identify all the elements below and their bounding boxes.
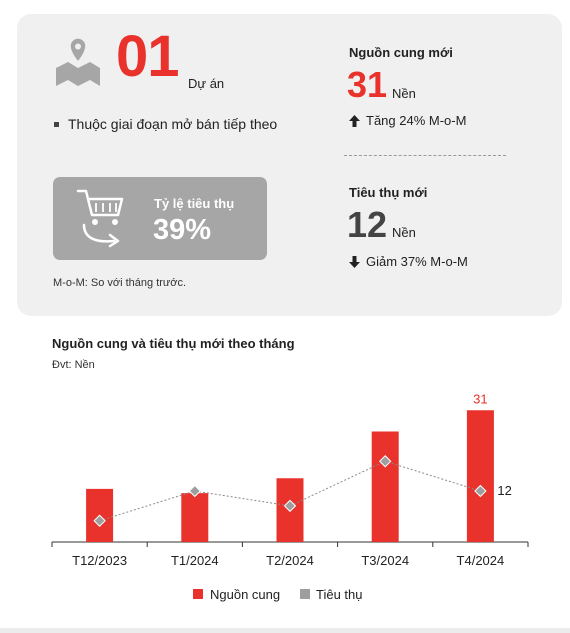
point-tieu-thu [188,484,202,498]
absorption-rate-box [53,177,267,260]
new-absorption-title: Tiêu thụ mới [349,185,428,200]
new-supply-change-text: Tăng 24% M-o-M [366,113,467,128]
arrow-down-icon [349,255,360,268]
shopping-cart-icon [76,189,124,248]
legend-swatch-tieu-thu [300,589,310,599]
legend-label-tieu-thu: Tiêu thụ [316,587,363,602]
arrow-up-icon [349,114,360,127]
stats-divider [344,155,506,156]
bar-nguon-cung [466,410,494,542]
x-tick-label: T2/2024 [266,553,314,568]
projects-count: 01 [116,24,180,89]
new-supply-unit: Nền [392,86,416,101]
point-tieu-thu [474,484,487,498]
legend-label-nguon-cung: Nguồn cung [210,587,280,602]
summary-panel [17,14,562,316]
x-tick-label: T12/2023 [72,553,127,568]
map-location-icon [56,38,100,86]
bar-nguon-cung [181,493,209,542]
x-tick-label: T4/2024 [457,553,505,568]
x-tick-label: T1/2024 [171,553,219,568]
new-supply-change: Tăng 24% M-o-M [349,113,466,128]
new-supply-value: 31 [347,64,388,105]
new-absorption-change: Giảm 37% M-o-M [349,254,468,269]
bar-nguon-cung [371,431,399,542]
footnote: M-o-M: So với tháng trước. [53,277,187,289]
new-absorption-unit: Nền [392,225,416,240]
projects-unit: Dự án [188,76,225,91]
absorption-rate-value: 39% [153,214,212,246]
new-absorption-change-text: Giảm 37% M-o-M [366,254,468,269]
bottom-rule [0,628,570,633]
projects-note-text: Thuộc giai đoạn mở bán tiếp theo [68,116,278,132]
chart-unit: Đvt: Nền [52,359,95,371]
point-tieu-thu [283,499,297,513]
x-tick-label: T3/2024 [361,553,409,568]
projects-note: Thuộc giai đoạn mở bán tiếp theo [54,116,277,132]
new-absorption-value: 12 [347,204,388,245]
new-supply-title: Nguồn cung mới [349,45,453,60]
data-label-nguon-cung: 31 [473,391,487,406]
absorption-rate-label: Tỷ lệ tiêu thụ [154,196,235,211]
bullet-icon [54,121,59,127]
point-tieu-thu [378,455,392,468]
point-tieu-thu [93,514,106,527]
chart-title: Nguồn cung và tiêu thụ mới theo tháng [52,336,295,351]
data-label-tieu-thu: 12 [497,483,511,498]
legend-swatch-nguon-cung [193,589,203,599]
